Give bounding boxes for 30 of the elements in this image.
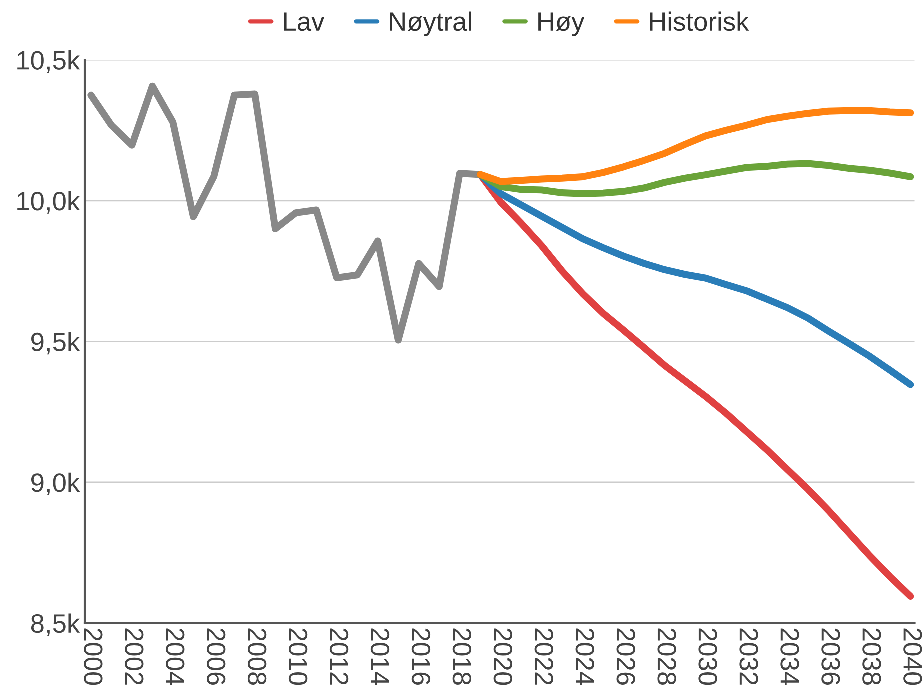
x-tick-label: 2010	[288, 628, 308, 686]
y-tick-label: 10,0k	[18, 191, 80, 214]
x-tick-label: 2018	[452, 628, 472, 686]
x-tick-label: 2026	[616, 628, 636, 685]
x-tick-label: 2034	[780, 628, 800, 686]
y-tick-label: 8,5k	[31, 614, 80, 636]
legend-label: Høy	[538, 12, 585, 36]
x-tick-label: 2014	[370, 628, 390, 686]
x-tick-label: 2036	[822, 628, 840, 685]
y-tick-label: 10,5k	[18, 50, 80, 74]
x-tick-label: 2032	[740, 628, 758, 685]
x-tick-label: 2000	[84, 628, 103, 686]
y-tick-label: 9,0k	[32, 472, 80, 496]
x-tick-label: 2012	[330, 628, 349, 685]
x-tick-label: 2030	[698, 628, 718, 686]
x-tick-label: 2022	[534, 628, 554, 685]
x-tick-label: 2008	[248, 628, 267, 686]
x-tick-label: 2028	[658, 628, 676, 686]
x-tick-label: 2006	[206, 628, 226, 685]
x-tick-label: 2040	[904, 628, 922, 686]
x-tick-label: 2024	[576, 628, 594, 686]
x-tick-label: 2020	[494, 628, 513, 686]
x-tick-label: 2038	[862, 628, 882, 686]
y-tick-label: 9,5k	[32, 332, 80, 355]
legend-label: Nøytral	[390, 12, 472, 36]
x-tick-label: 2004	[166, 628, 185, 686]
legend-label: Historisk	[650, 12, 750, 32]
x-tick-label: 2002	[125, 628, 144, 685]
x-tick-label: 2016	[412, 628, 431, 685]
legend-label: Lav	[284, 12, 325, 32]
